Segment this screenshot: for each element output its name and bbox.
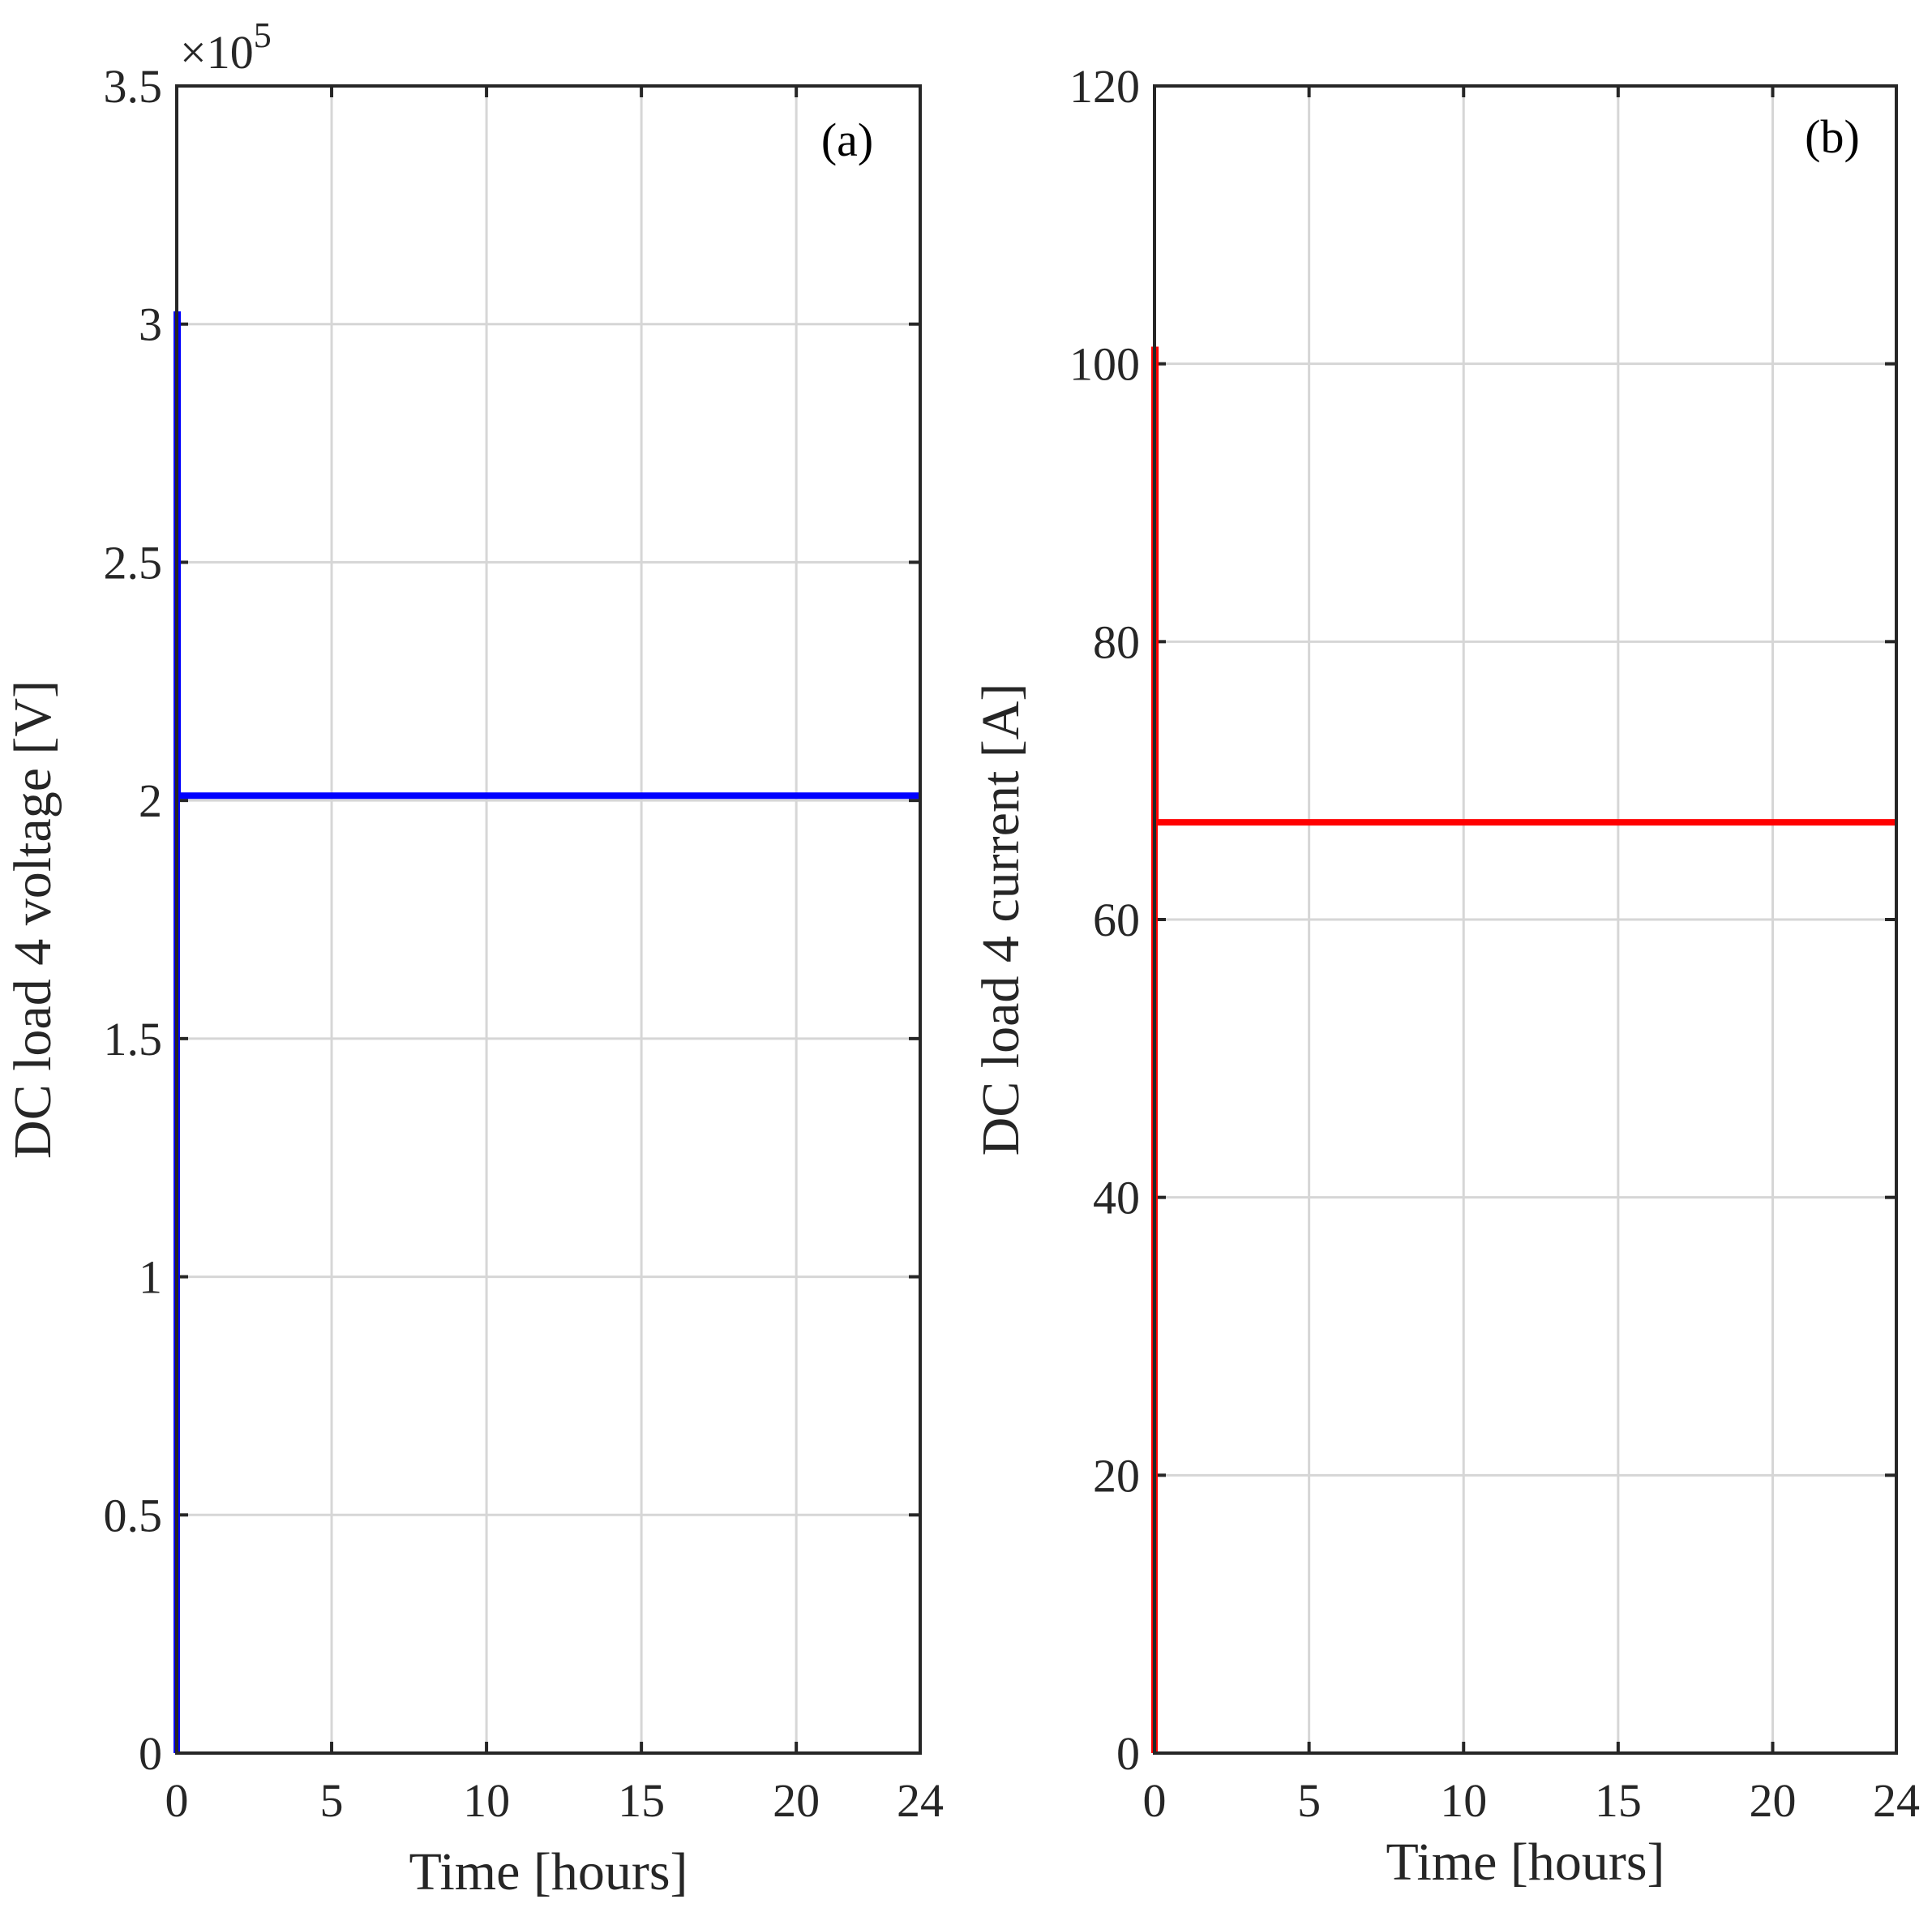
x-axis-label: Time [hours] — [1386, 1833, 1664, 1892]
y-tick-label: 80 — [1093, 615, 1140, 668]
y-axis-label: DC load 4 current [A] — [971, 684, 1030, 1156]
y-exponent-label: ×105 — [180, 15, 272, 79]
chart-panel-b: 0 5 10 15 20 24 0 20 40 60 80 100 120 Time [hours] DC … — [971, 60, 1920, 1892]
y-tick-label: 3.5 — [104, 60, 163, 113]
y-tick-label: 1.5 — [104, 1013, 163, 1065]
x-tick-label: 5 — [1297, 1774, 1321, 1827]
y-tick-label: 2 — [139, 774, 162, 827]
chart-panel-a: 0 5 10 15 20 24 0 0.5 1 1.5 2 2.5 3 3.5 Time [hours] DC… — [3, 15, 944, 1901]
axes-box — [175, 84, 922, 1755]
y-tick-label: 40 — [1093, 1172, 1140, 1224]
x-tick-label: 0 — [165, 1774, 189, 1827]
y-exponent-power: 5 — [254, 15, 272, 55]
panel-label: (a) — [821, 114, 873, 166]
x-tick-label: 15 — [1595, 1774, 1642, 1827]
x-tick-label: 24 — [897, 1774, 944, 1827]
y-tick-label: 120 — [1069, 60, 1140, 113]
x-tick-label: 0 — [1143, 1774, 1167, 1827]
y-axis-label: DC load 4 voltage [V] — [3, 680, 62, 1159]
y-tick-label: 3 — [139, 298, 162, 351]
x-tick-label: 15 — [618, 1774, 665, 1827]
y-tick-label: 20 — [1093, 1449, 1140, 1502]
y-tick-label: 100 — [1069, 338, 1140, 391]
y-tick-label: 0 — [139, 1727, 162, 1780]
x-tick-label: 20 — [1750, 1774, 1797, 1827]
x-tick-label: 10 — [1440, 1774, 1487, 1827]
panel-label: (b) — [1805, 110, 1860, 163]
y-tick-label: 0 — [1116, 1727, 1140, 1780]
y-tick-label: 0.5 — [104, 1489, 163, 1541]
x-tick-label: 20 — [773, 1774, 820, 1827]
y-tick-label: 2.5 — [104, 536, 163, 589]
axes-box — [1153, 84, 1898, 1755]
x-tick-label: 5 — [320, 1774, 344, 1827]
plot-area — [177, 86, 920, 1753]
y-tick-label: 1 — [139, 1251, 162, 1304]
x-tick-label: 24 — [1873, 1774, 1920, 1827]
y-tick-label: 60 — [1093, 894, 1140, 946]
y-exponent-prefix: ×10 — [180, 26, 254, 79]
x-tick-label: 10 — [463, 1774, 510, 1827]
x-axis-label: Time [hours] — [409, 1842, 688, 1901]
